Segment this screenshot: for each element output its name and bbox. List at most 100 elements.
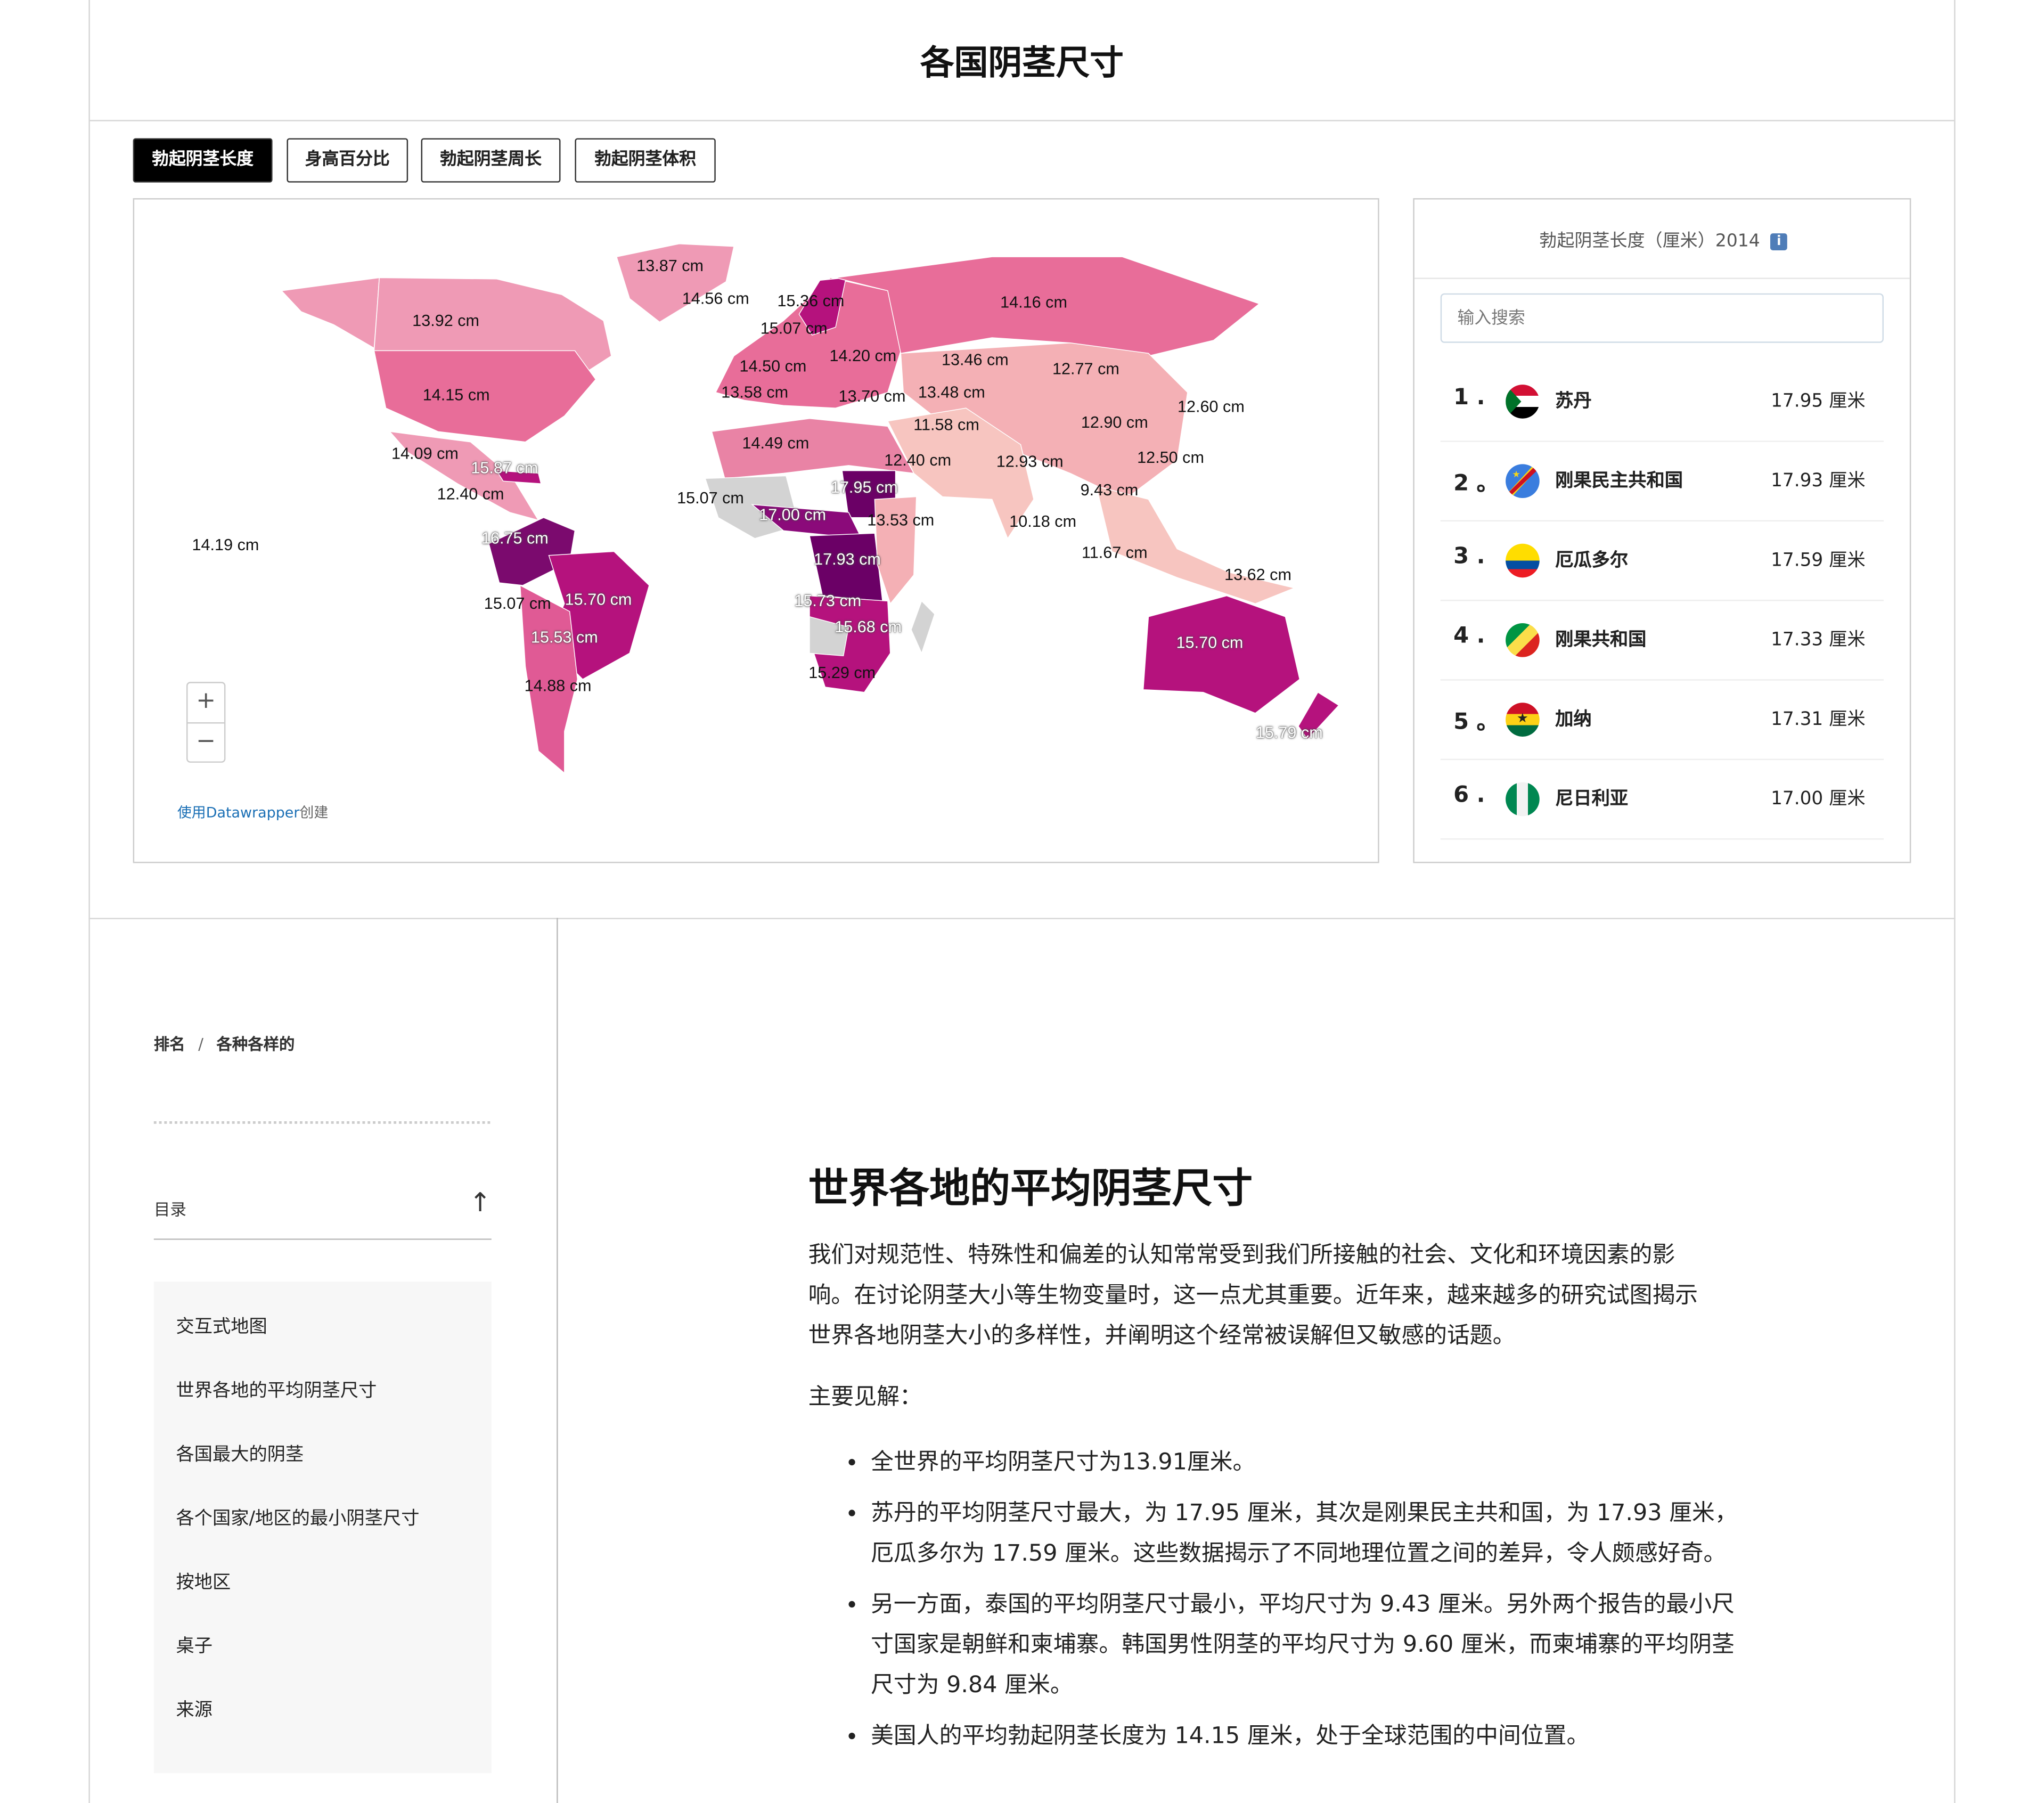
ranking-row[interactable]: 6 . 尼日利亚 17.00 厘米 bbox=[1440, 759, 1884, 840]
map-label: 15.07 cm bbox=[677, 488, 744, 508]
map-label: 13.58 cm bbox=[721, 383, 789, 402]
map-label: 14.16 cm bbox=[1000, 293, 1067, 312]
map-label: 14.88 cm bbox=[524, 676, 592, 695]
toc-item[interactable]: 来源 bbox=[176, 1700, 212, 1721]
ranking-row[interactable]: 4 . 刚果共和国 17.33 厘米 bbox=[1440, 600, 1884, 681]
map-label: 16.75 cm bbox=[481, 529, 549, 548]
insight-item: 全世界的平均阴茎尺寸为13.91厘米。 bbox=[871, 1443, 1757, 1484]
breadcrumb-item[interactable]: 排名 bbox=[153, 1035, 185, 1054]
map-label: 15.36 cm bbox=[777, 292, 845, 311]
map-label: 12.93 cm bbox=[996, 452, 1064, 471]
map-label: 13.70 cm bbox=[838, 387, 906, 406]
region-alaska[interactable] bbox=[281, 277, 380, 349]
country-value: 17.93 厘米 bbox=[1771, 470, 1866, 492]
map-label: 10.18 cm bbox=[1009, 512, 1077, 531]
country-name: 苏丹 bbox=[1555, 391, 1592, 412]
toc-divider bbox=[153, 1238, 492, 1240]
map-label: 17.00 cm bbox=[759, 505, 827, 524]
datawrapper-link[interactable]: 使用Datawrapper bbox=[177, 804, 300, 822]
sidebar-divider bbox=[557, 918, 558, 1803]
ranking-row[interactable]: 3 . 厄瓜多尔 17.59 厘米 bbox=[1440, 520, 1884, 601]
map-label: 14.49 cm bbox=[742, 434, 810, 453]
region-mexico[interactable] bbox=[389, 431, 539, 521]
country-value: 17.31 厘米 bbox=[1771, 709, 1866, 730]
region-greenland[interactable] bbox=[616, 243, 734, 323]
ranking-row[interactable]: 5 。 ★ 加纳 17.31 厘米 bbox=[1440, 679, 1884, 761]
map-label: 13.48 cm bbox=[918, 383, 985, 402]
map-label: 13.46 cm bbox=[941, 350, 1009, 369]
rank-number: 1 . bbox=[1453, 385, 1485, 411]
map-label: 15.07 cm bbox=[484, 594, 551, 613]
country-value: 17.59 厘米 bbox=[1771, 550, 1866, 572]
region-east-africa[interactable] bbox=[874, 496, 917, 605]
search-input[interactable] bbox=[1440, 293, 1884, 343]
rank-number: 6 . bbox=[1453, 782, 1485, 809]
region-caribbean[interactable] bbox=[496, 470, 542, 484]
region-new-zealand[interactable] bbox=[1298, 691, 1339, 740]
map-label: 15.68 cm bbox=[835, 618, 902, 637]
toc-item[interactable]: 桌子 bbox=[176, 1636, 212, 1658]
country-value: 17.00 厘米 bbox=[1771, 788, 1866, 810]
tab-erect-volume[interactable]: 勃起阴茎体积 bbox=[575, 138, 716, 183]
region-scandinavia[interactable] bbox=[798, 277, 847, 336]
map-label: 13.92 cm bbox=[412, 312, 480, 330]
ecuador-flag-icon bbox=[1506, 543, 1540, 578]
zoom-out-button[interactable]: − bbox=[187, 722, 225, 763]
credit-suffix: 创建 bbox=[299, 804, 329, 822]
tab-erect-girth[interactable]: 勃起阴茎周长 bbox=[421, 138, 561, 183]
map-label: 17.95 cm bbox=[830, 478, 898, 497]
region-middle-east-india[interactable] bbox=[887, 407, 1034, 540]
toc-item[interactable]: 按地区 bbox=[176, 1572, 231, 1594]
zoom-in-button[interactable]: + bbox=[196, 687, 216, 715]
map-canvas[interactable] bbox=[134, 199, 1379, 863]
nigeria-flag-icon bbox=[1506, 782, 1540, 817]
region-southeast-asia[interactable] bbox=[1095, 485, 1296, 605]
panel-divider bbox=[1414, 278, 1910, 279]
arrow-up-icon[interactable]: ↑ bbox=[469, 1186, 492, 1218]
region-southern-africa-nodata[interactable] bbox=[809, 616, 849, 656]
map-label: 14.19 cm bbox=[192, 536, 259, 554]
insights-label: 主要见解： bbox=[808, 1384, 922, 1411]
toc-item[interactable]: 各个国家/地区的最小阴茎尺寸 bbox=[176, 1508, 420, 1530]
map-zoom-controls: + − bbox=[186, 682, 226, 763]
info-icon[interactable]: i bbox=[1770, 232, 1788, 250]
insight-item: 另一方面，泰国的平均阴茎尺寸最小，平均尺寸为 9.43 厘米。另外两个报告的最小… bbox=[871, 1585, 1757, 1707]
region-australia[interactable] bbox=[1142, 595, 1301, 714]
region-madagascar[interactable] bbox=[911, 600, 935, 655]
ranking-row[interactable]: 1 . 苏丹 17.95 厘米 bbox=[1440, 361, 1884, 442]
map-label: 11.67 cm bbox=[1081, 543, 1148, 562]
map-label: 12.40 cm bbox=[884, 451, 952, 470]
map-label: 15.29 cm bbox=[808, 663, 876, 682]
region-south-america-south[interactable] bbox=[519, 584, 578, 774]
map-label: 17.93 cm bbox=[814, 550, 881, 569]
rank-number: 3 . bbox=[1453, 543, 1485, 570]
country-name: 厄瓜多尔 bbox=[1555, 550, 1629, 572]
map-label: 13.87 cm bbox=[636, 257, 704, 275]
map-label: 14.09 cm bbox=[391, 444, 459, 463]
map-label: 13.62 cm bbox=[1224, 566, 1291, 584]
breadcrumb-item[interactable]: 各种各样的 bbox=[216, 1035, 295, 1054]
map-label: 15.79 cm bbox=[1255, 723, 1323, 742]
map-label: 15.87 cm bbox=[471, 459, 538, 477]
map-label: 15.70 cm bbox=[1176, 633, 1244, 652]
toc-item[interactable]: 世界各地的平均阴茎尺寸 bbox=[176, 1381, 377, 1402]
ranking-title: 勃起阴茎长度（厘米）2014 i bbox=[1415, 225, 1910, 252]
map-label: 12.60 cm bbox=[1177, 397, 1245, 416]
ranking-panel: 勃起阴茎长度（厘米）2014 i 1 . 苏丹 17.95 厘米 2 。 ★ 刚果… bbox=[1413, 198, 1911, 863]
country-value: 17.33 厘米 bbox=[1771, 630, 1866, 651]
tab-height-percent[interactable]: 身高百分比 bbox=[287, 138, 408, 183]
congo-flag-icon bbox=[1506, 623, 1540, 657]
country-name: 刚果民主共和国 bbox=[1555, 470, 1683, 492]
map-label: 15.70 cm bbox=[565, 590, 632, 609]
world-map[interactable]: 13.87 cm 14.56 cm 15.36 cm 15.07 cm 13.9… bbox=[133, 198, 1379, 863]
ranking-row[interactable]: 2 。 ★ 刚果民主共和国 17.93 厘米 bbox=[1440, 440, 1884, 522]
tab-erect-length[interactable]: 勃起阴茎长度 bbox=[133, 138, 273, 183]
map-label: 15.53 cm bbox=[530, 628, 598, 647]
map-label: 13.53 cm bbox=[867, 511, 935, 529]
ranking-title-text: 勃起阴茎长度（厘米）2014 bbox=[1539, 231, 1760, 252]
map-label: 15.07 cm bbox=[760, 319, 828, 338]
toc-item[interactable]: 各国最大的阴茎 bbox=[176, 1445, 304, 1466]
toc-item[interactable]: 交互式地图 bbox=[176, 1317, 267, 1338]
country-name: 尼日利亚 bbox=[1555, 788, 1629, 810]
region-usa[interactable] bbox=[373, 350, 596, 443]
